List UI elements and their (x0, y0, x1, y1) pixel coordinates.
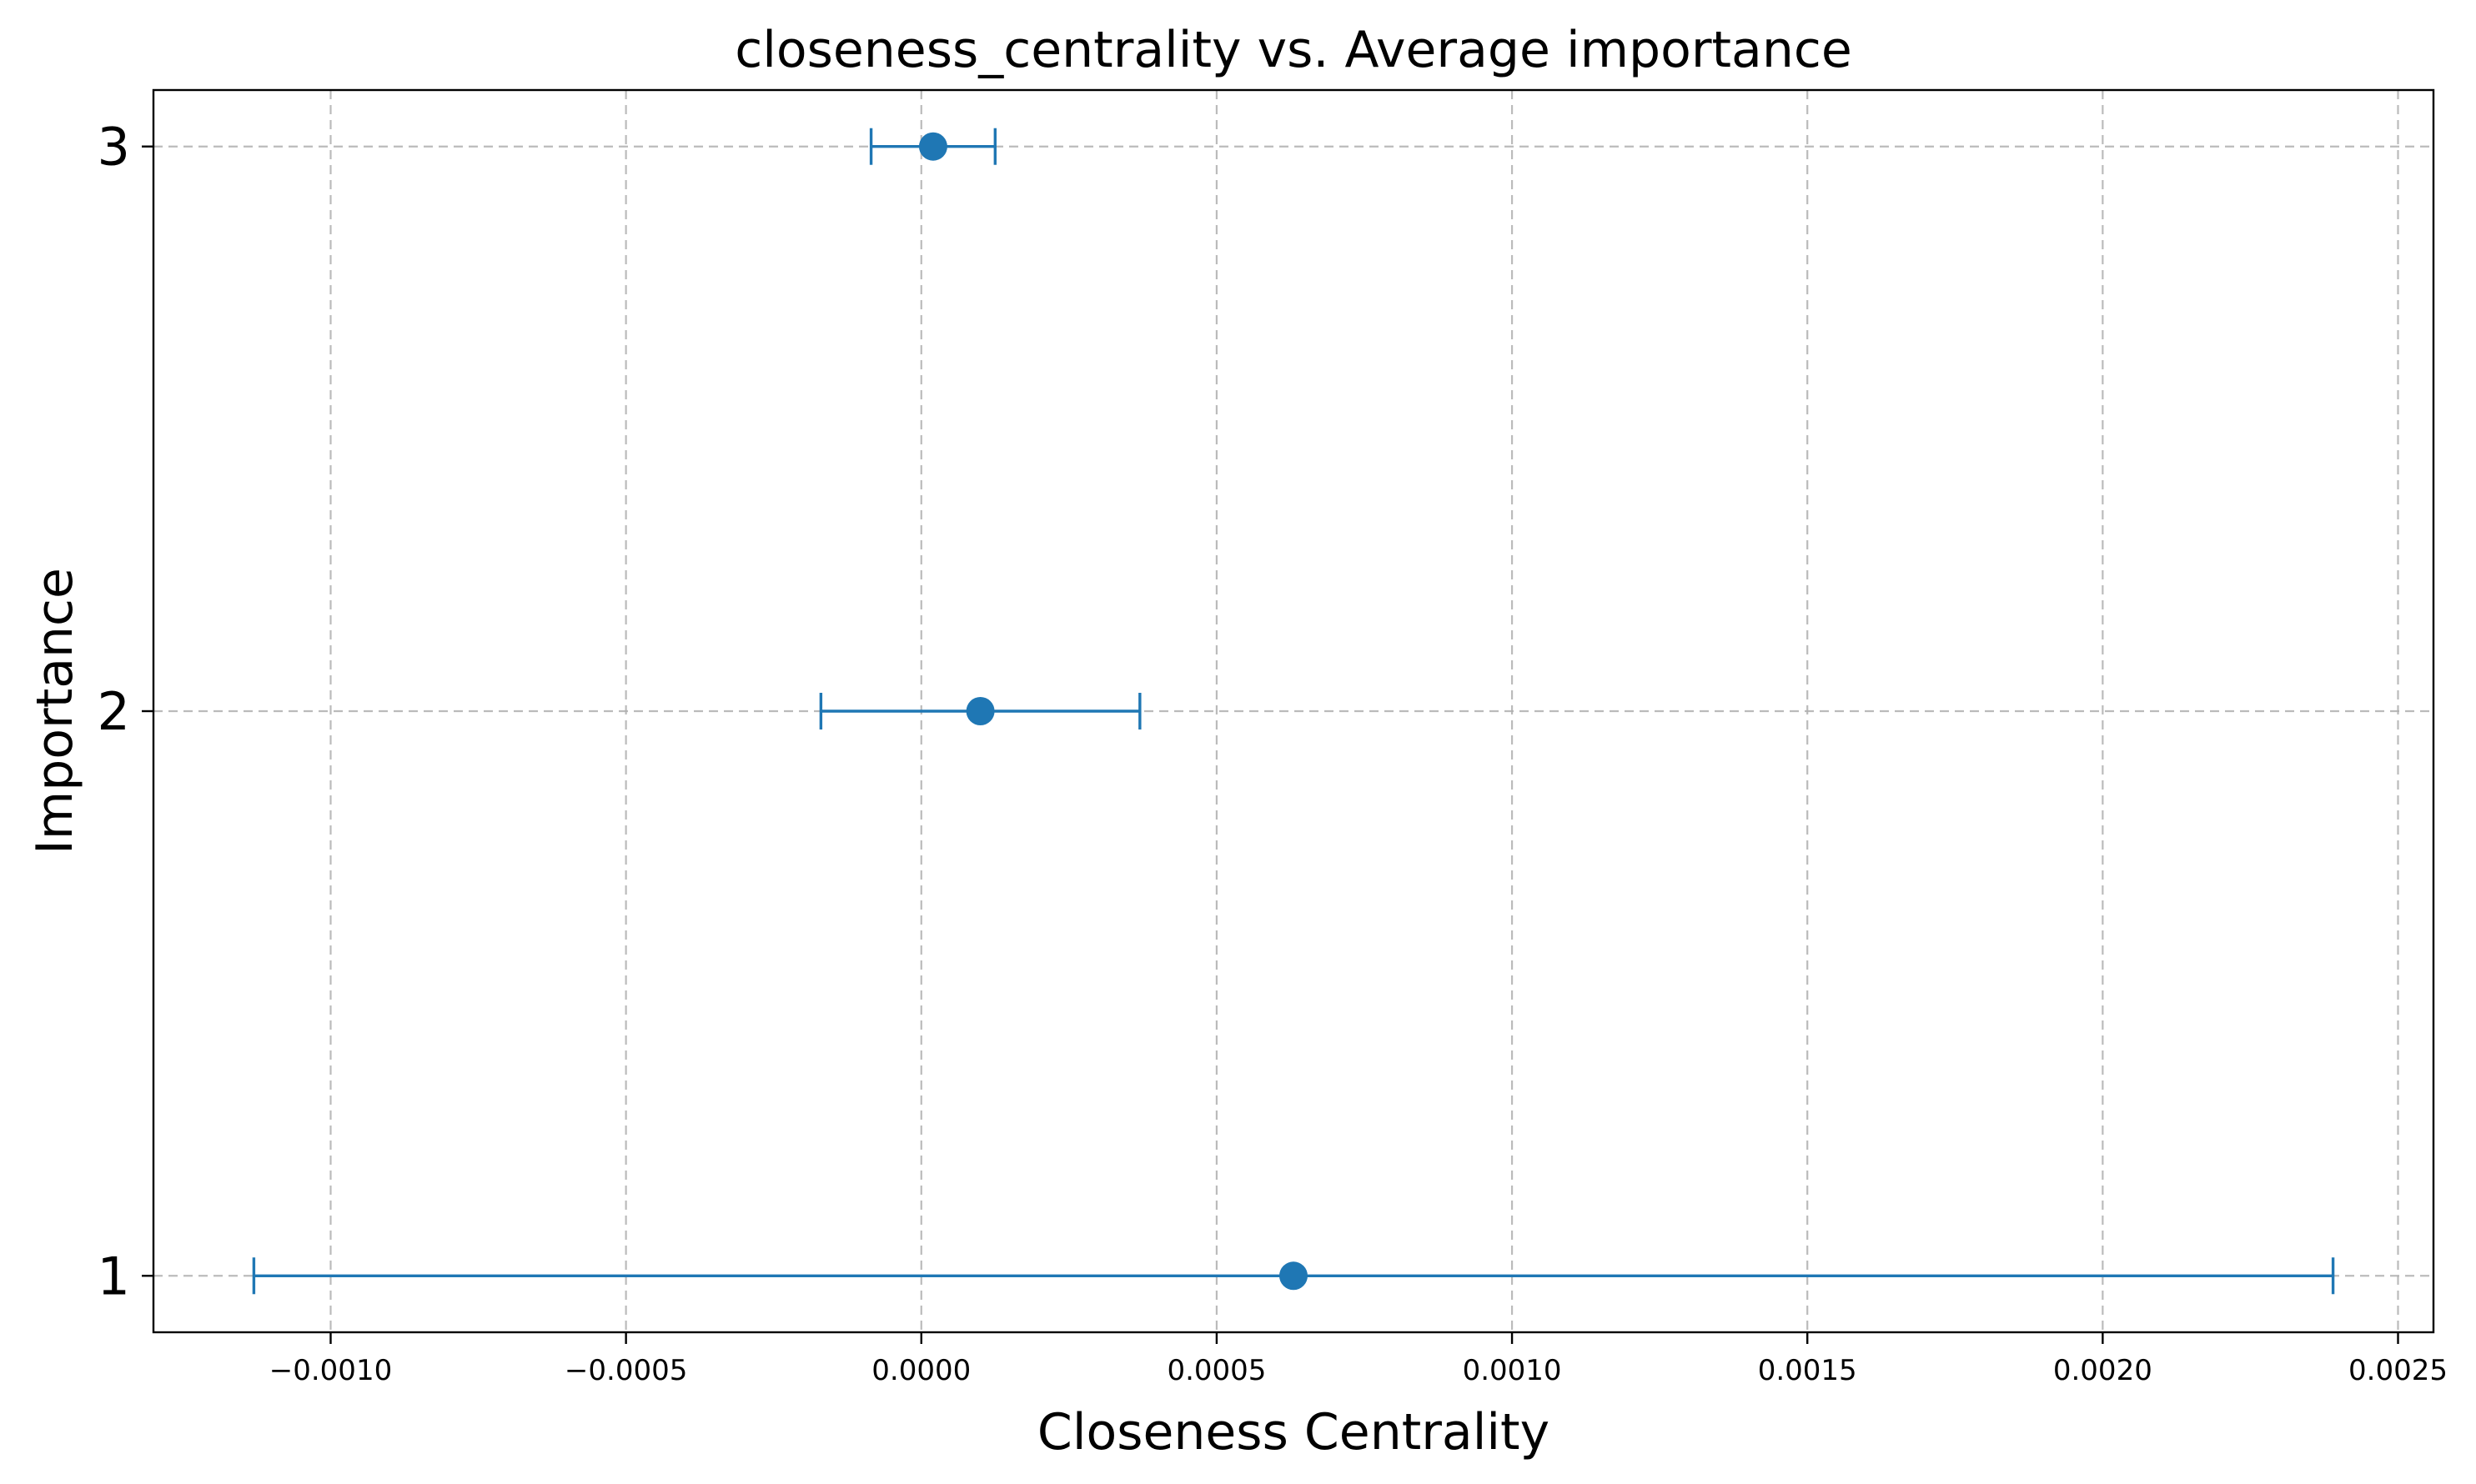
x-tick-label: −0.0010 (269, 1354, 392, 1387)
data-point (918, 132, 947, 161)
data-point (1279, 1261, 1308, 1291)
x-tick-label: 0.0000 (871, 1354, 971, 1387)
data-series (252, 128, 2335, 1295)
x-tick-label: 0.0005 (1167, 1354, 1266, 1387)
plot-frame (152, 88, 2435, 1334)
x-tick-label: −0.0005 (565, 1354, 687, 1387)
grid (153, 90, 2433, 1332)
axis-ticks: −0.0010 −0.0005 0.0000 0.0005 0.0010 0.0015 0.… (98, 117, 2448, 1387)
x-tick-label: 0.0010 (1463, 1354, 1562, 1387)
y-tick-label: 3 (98, 117, 130, 178)
chart-title: closeness_centrality vs. Average importa… (735, 21, 1852, 79)
errorbar-group (819, 693, 1142, 729)
x-tick-label: 0.0025 (2348, 1354, 2448, 1387)
x-tick-label: 0.0020 (2053, 1354, 2152, 1387)
x-axis-label: Closeness Centrality (1037, 1403, 1549, 1461)
x-tick-label: 0.0015 (1758, 1354, 1857, 1387)
errorbar-group (252, 1257, 2335, 1295)
y-tick-label: 1 (98, 1246, 130, 1306)
data-point (966, 697, 995, 725)
errorbar-group (869, 128, 997, 165)
y-axis-label: Importance (26, 568, 84, 855)
y-tick-label: 2 (98, 681, 130, 742)
